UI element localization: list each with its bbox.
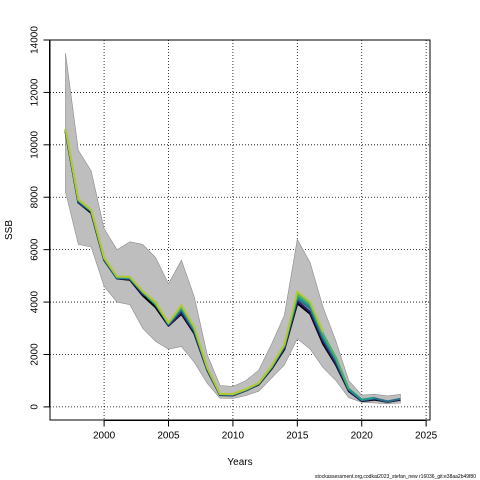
x-tick-label-1: 2005 <box>157 431 180 442</box>
x-tick-label-5: 2025 <box>415 431 438 442</box>
y-tick-label-1: 2000 <box>30 343 41 366</box>
x-axis: 2000 2005 2010 2015 2020 2025 <box>93 420 438 442</box>
x-tick-label-0: 2000 <box>93 431 116 442</box>
y-tick-label-6: 12000 <box>30 78 41 106</box>
y-tick-label-3: 6000 <box>30 238 41 261</box>
footer-source-text: stockassessment.org,codkat2023_stefan_ne… <box>315 474 476 480</box>
x-tick-label-4: 2020 <box>351 431 374 442</box>
x-axis-label: Years <box>227 457 252 468</box>
series-lines <box>64 128 401 403</box>
x-tick-label-3: 2015 <box>286 431 309 442</box>
y-axis: 0 2000 4000 6000 8000 10000 12000 14000 <box>30 26 50 410</box>
y-tick-label-2: 4000 <box>30 291 41 314</box>
y-tick-label-5: 10000 <box>30 130 41 158</box>
y-tick-label-4: 8000 <box>30 186 41 209</box>
y-axis-label: SSB <box>4 220 15 240</box>
series-line-5 <box>64 128 325 396</box>
y-tick-label-0: 0 <box>30 404 41 410</box>
x-tick-label-2: 2010 <box>222 431 245 442</box>
y-tick-label-7: 14000 <box>30 26 41 54</box>
